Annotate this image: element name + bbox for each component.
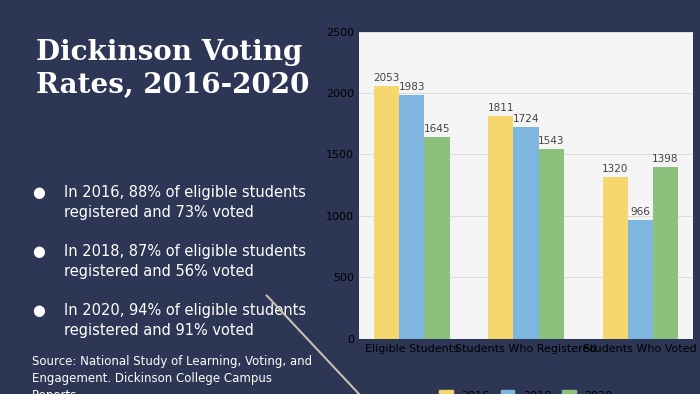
Text: 966: 966 xyxy=(630,207,650,217)
Bar xyxy=(628,220,652,339)
Bar xyxy=(652,167,678,339)
Text: 1724: 1724 xyxy=(513,114,539,124)
Text: ●: ● xyxy=(32,185,45,200)
Text: In 2020, 94% of eligible students
registered and 91% voted: In 2020, 94% of eligible students regist… xyxy=(64,303,306,338)
Text: ●: ● xyxy=(32,303,45,318)
Text: In 2018, 87% of eligible students
registered and 56% voted: In 2018, 87% of eligible students regist… xyxy=(64,244,306,279)
Legend: 2016, 2018, 2020: 2016, 2018, 2020 xyxy=(440,390,612,394)
Text: In 2016, 88% of eligible students
registered and 73% voted: In 2016, 88% of eligible students regist… xyxy=(64,185,306,220)
Text: 1543: 1543 xyxy=(538,136,564,146)
Text: Dickinson Voting
Rates, 2016-2020: Dickinson Voting Rates, 2016-2020 xyxy=(36,39,309,98)
Bar xyxy=(424,137,449,339)
Text: 1320: 1320 xyxy=(602,164,628,173)
Bar xyxy=(603,177,628,339)
Text: Source: National Study of Learning, Voting, and
Engagement. Dickinson College Ca: Source: National Study of Learning, Voti… xyxy=(32,355,312,394)
Text: 2053: 2053 xyxy=(374,73,400,84)
Bar xyxy=(374,86,400,339)
Bar xyxy=(538,149,564,339)
Bar xyxy=(400,95,424,339)
Text: ●: ● xyxy=(32,244,45,259)
Text: 1811: 1811 xyxy=(488,103,514,113)
Text: 1983: 1983 xyxy=(399,82,425,92)
Bar xyxy=(514,127,538,339)
Bar xyxy=(489,116,514,339)
Text: 1398: 1398 xyxy=(652,154,678,164)
Text: 1645: 1645 xyxy=(424,124,450,134)
